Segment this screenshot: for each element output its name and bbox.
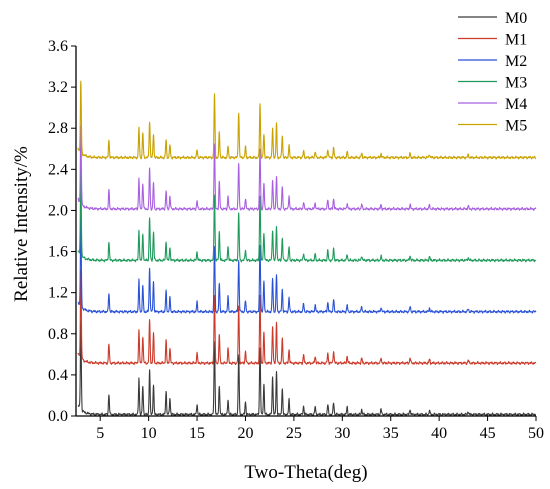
series-line-m1 bbox=[77, 269, 537, 366]
y-tick-label: 0.8 bbox=[48, 326, 68, 343]
series-line-m4 bbox=[77, 124, 537, 211]
y-tick-label: 1.6 bbox=[48, 244, 68, 261]
y-tick-label: 0.4 bbox=[48, 367, 68, 384]
legend-label-m2: M2 bbox=[505, 53, 527, 70]
series-line-m0 bbox=[77, 320, 537, 417]
y-tick-label: 3.2 bbox=[48, 79, 68, 96]
ticks: 5 10 15 20 25 30 35 40 45 50 0.0 0.4 0.8 1.2 1.6 2.0 2.4… bbox=[48, 38, 544, 442]
x-tick-label: 30 bbox=[334, 425, 350, 442]
series-layer bbox=[77, 80, 537, 417]
legend-label-m3: M3 bbox=[505, 75, 527, 92]
y-tick-label: 0.0 bbox=[48, 408, 68, 425]
x-tick-label: 35 bbox=[383, 425, 399, 442]
y-axis-title: Relative Intensity/% bbox=[11, 146, 32, 302]
x-tick-label: 20 bbox=[237, 425, 253, 442]
x-tick-label: 15 bbox=[189, 425, 205, 442]
series-line-m2 bbox=[77, 216, 537, 314]
x-tick-label: 5 bbox=[96, 425, 104, 442]
x-axis-title: Two-Theta(deg) bbox=[244, 462, 367, 483]
x-tick-label: 10 bbox=[141, 425, 157, 442]
y-tick-label: 2.4 bbox=[48, 161, 68, 178]
x-tick-label: 50 bbox=[528, 425, 544, 442]
y-tick-label: 2.8 bbox=[48, 120, 68, 137]
x-tick-label: 25 bbox=[286, 425, 302, 442]
x-tick-label: 40 bbox=[431, 425, 447, 442]
legend-label-m1: M1 bbox=[505, 32, 527, 49]
x-tick-label: 45 bbox=[480, 425, 496, 442]
legend: M0 M1 M2 M3 M4 M5 bbox=[458, 10, 527, 135]
legend-label-m5: M5 bbox=[505, 118, 527, 135]
y-tick-label: 1.2 bbox=[48, 285, 68, 302]
legend-label-m0: M0 bbox=[505, 10, 527, 27]
axes bbox=[75, 46, 536, 417]
legend-label-m4: M4 bbox=[505, 96, 527, 113]
y-tick-label: 3.6 bbox=[48, 38, 68, 55]
y-tick-label: 2.0 bbox=[48, 202, 68, 219]
series-line-m3 bbox=[77, 168, 537, 263]
series-line-m5 bbox=[77, 80, 537, 160]
